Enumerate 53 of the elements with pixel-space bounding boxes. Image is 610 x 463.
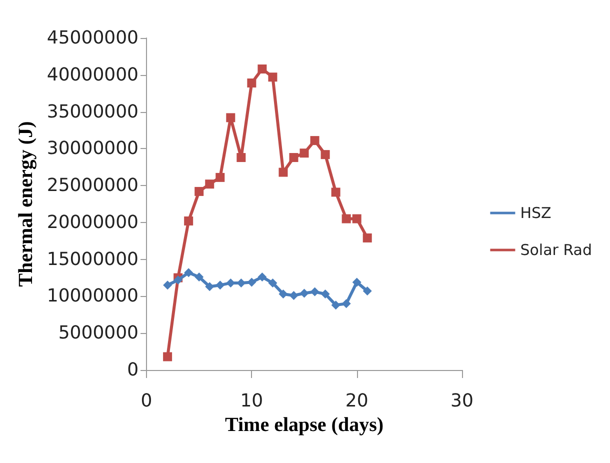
point bbox=[236, 153, 246, 162]
y-tick-label: 15000000 bbox=[46, 248, 139, 270]
y-tick-label: 35000000 bbox=[46, 101, 139, 122]
point bbox=[226, 113, 236, 122]
point bbox=[289, 290, 298, 300]
y-tick-label: 20000000 bbox=[46, 212, 139, 233]
point bbox=[278, 290, 288, 299]
point bbox=[362, 233, 372, 242]
point bbox=[342, 214, 351, 224]
point bbox=[320, 290, 330, 299]
x-axis-title: Time elapse (days) bbox=[225, 414, 384, 436]
point bbox=[352, 214, 362, 224]
x-tick-label: 10 bbox=[240, 390, 264, 412]
y-tick-label: 30000000 bbox=[46, 138, 139, 160]
point bbox=[194, 186, 204, 196]
point bbox=[258, 64, 267, 74]
point bbox=[331, 300, 340, 310]
point bbox=[310, 136, 320, 146]
point bbox=[300, 148, 309, 158]
point bbox=[289, 153, 298, 162]
y-tick-label: 25000000 bbox=[46, 175, 139, 196]
y-axis-title: Thermal energy (J) bbox=[15, 121, 37, 287]
point bbox=[205, 180, 214, 189]
x-tick-label: 20 bbox=[345, 390, 368, 412]
y-tick-label: 0 bbox=[127, 360, 139, 380]
legend-label: HSZ bbox=[520, 204, 552, 222]
y-tick-label: 10000000 bbox=[46, 286, 139, 307]
point bbox=[331, 188, 340, 197]
point bbox=[320, 150, 330, 160]
point bbox=[352, 278, 362, 287]
y-tick-label: 40000000 bbox=[46, 64, 139, 86]
x-tick-label: 0 bbox=[140, 390, 152, 412]
point bbox=[247, 78, 256, 88]
point bbox=[184, 216, 194, 226]
point bbox=[163, 352, 172, 362]
y-tick-label: 5000000 bbox=[58, 322, 139, 344]
point bbox=[184, 268, 194, 278]
point bbox=[258, 272, 267, 282]
point bbox=[268, 278, 278, 288]
legend-label: Solar Rad bbox=[520, 241, 592, 259]
point bbox=[194, 272, 204, 282]
point bbox=[278, 168, 288, 177]
point bbox=[205, 282, 214, 292]
point bbox=[216, 172, 225, 182]
x-tick-label: 30 bbox=[450, 390, 474, 412]
point bbox=[216, 280, 225, 290]
point bbox=[300, 288, 309, 298]
y-tick-label: 45000000 bbox=[46, 28, 139, 48]
point bbox=[163, 280, 172, 290]
point bbox=[310, 287, 320, 296]
point bbox=[342, 299, 351, 308]
point bbox=[268, 72, 278, 82]
point bbox=[362, 286, 372, 296]
